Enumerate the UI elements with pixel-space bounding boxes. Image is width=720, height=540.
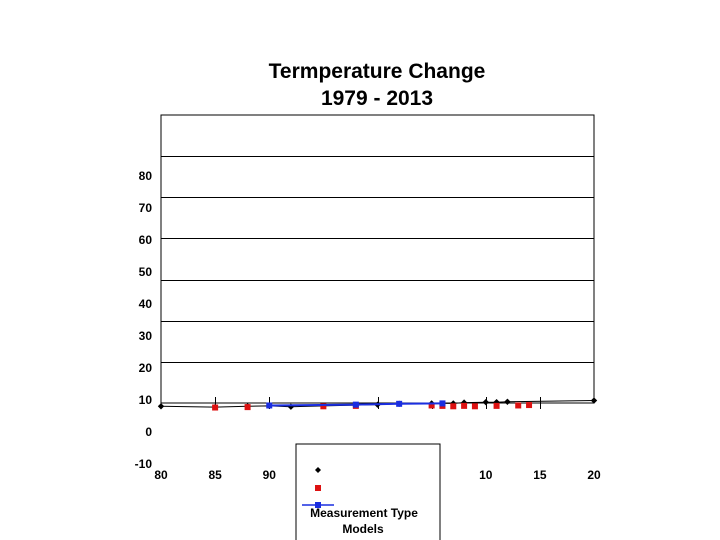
legend-marker-series-c [315,502,321,508]
data-point [439,400,446,407]
legend-marker-series-b [315,485,321,491]
y-tick-label: 0 [145,425,152,439]
legend-subtitle: Models [342,522,384,536]
data-point [471,403,478,410]
y-tick-label: 50 [139,265,153,279]
y-tick-label: 30 [139,329,153,343]
data-point [212,404,219,411]
data-point [157,403,165,410]
data-point [461,402,468,409]
data-point [428,402,435,409]
x-tick-label: 10 [479,468,493,482]
x-tick-label: 90 [263,468,277,482]
x-tick-label: 20 [587,468,601,482]
y-tick-label: 70 [139,201,153,215]
y-tick-label: 40 [139,297,153,311]
plot-frame [160,114,595,404]
y-tick-label: 20 [139,361,153,375]
data-point [526,402,533,409]
chart-title-line-1: Termperature Change [268,60,486,83]
grid [161,156,594,363]
y-tick-label: 80 [139,169,153,183]
x-tick-label: 15 [533,468,547,482]
data-point [450,403,457,410]
y-tick-labels: 80 70 60 50 40 30 20 10 0 -10 [135,169,153,471]
y-tick-label: -10 [135,457,153,471]
data-point [493,402,500,409]
y-tick-label: 60 [139,233,153,247]
legend: Measurement Type Models [295,443,441,540]
data-point [590,397,598,404]
x-tick-labels: 80 85 90 10 15 20 [154,468,601,482]
data-point [515,402,522,409]
data-series [157,397,598,411]
x-tick-label: 80 [154,468,168,482]
axes [160,114,595,409]
data-point [244,404,251,411]
chart-title-line-2: 1979 - 2013 [320,87,434,110]
data-point [504,398,511,405]
data-point [266,402,273,409]
data-point [320,403,327,410]
data-point [482,398,489,406]
data-point [352,401,359,408]
data-point [396,400,403,407]
series-line [269,402,443,407]
legend-box [295,443,441,540]
legend-title: Measurement Type [310,506,418,520]
y-tick-label: 10 [139,393,153,407]
legend-marker-series-a [315,467,321,473]
x-tick-label: 85 [208,468,222,482]
